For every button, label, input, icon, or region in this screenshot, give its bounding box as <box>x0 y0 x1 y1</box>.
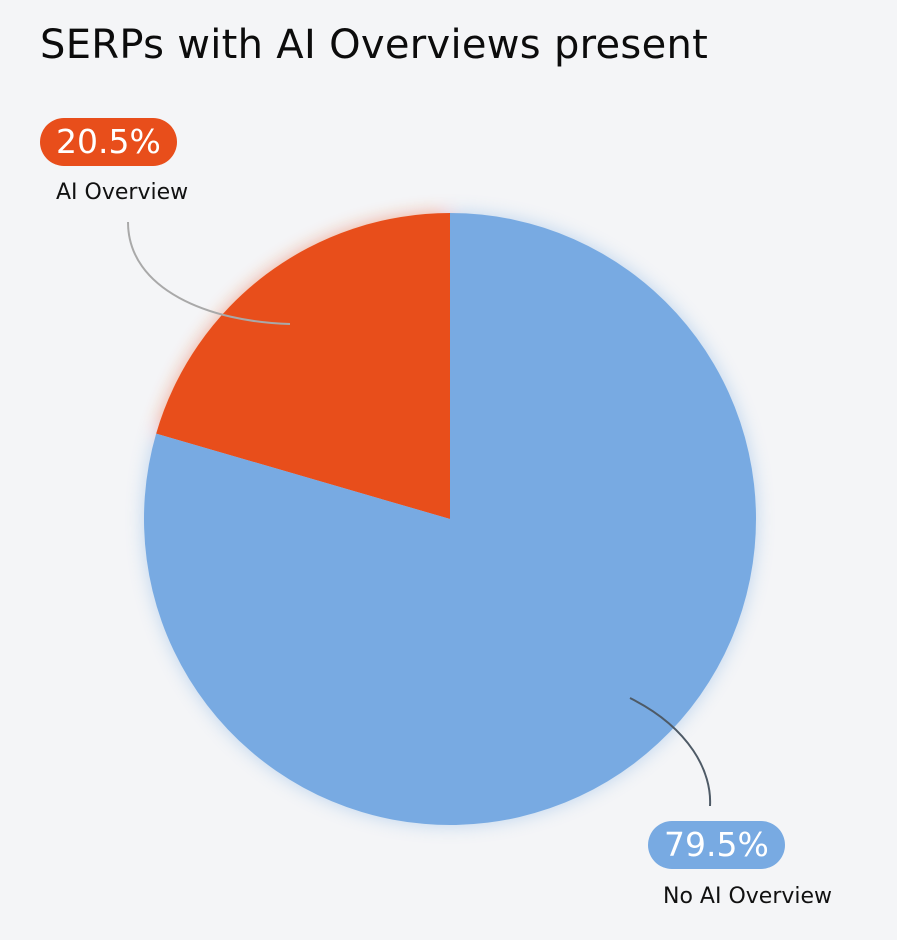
percent-badge-no-ai-overview: 79.5% <box>648 821 785 869</box>
percent-badge-ai-overview: 20.5% <box>40 118 177 166</box>
pie-slices <box>143 213 756 825</box>
chart-title: SERPs with AI Overviews present <box>40 22 709 68</box>
slice-label-no-ai-overview: No AI Overview <box>663 884 833 909</box>
leader-line-ai-overview <box>127 221 291 325</box>
pie-slice-ai-overview <box>156 213 450 519</box>
leader-line-no-ai-overview <box>629 697 712 807</box>
slice-label-ai-overview: AI Overview <box>56 180 189 205</box>
pie-slice-no-ai-overview <box>143 213 756 825</box>
